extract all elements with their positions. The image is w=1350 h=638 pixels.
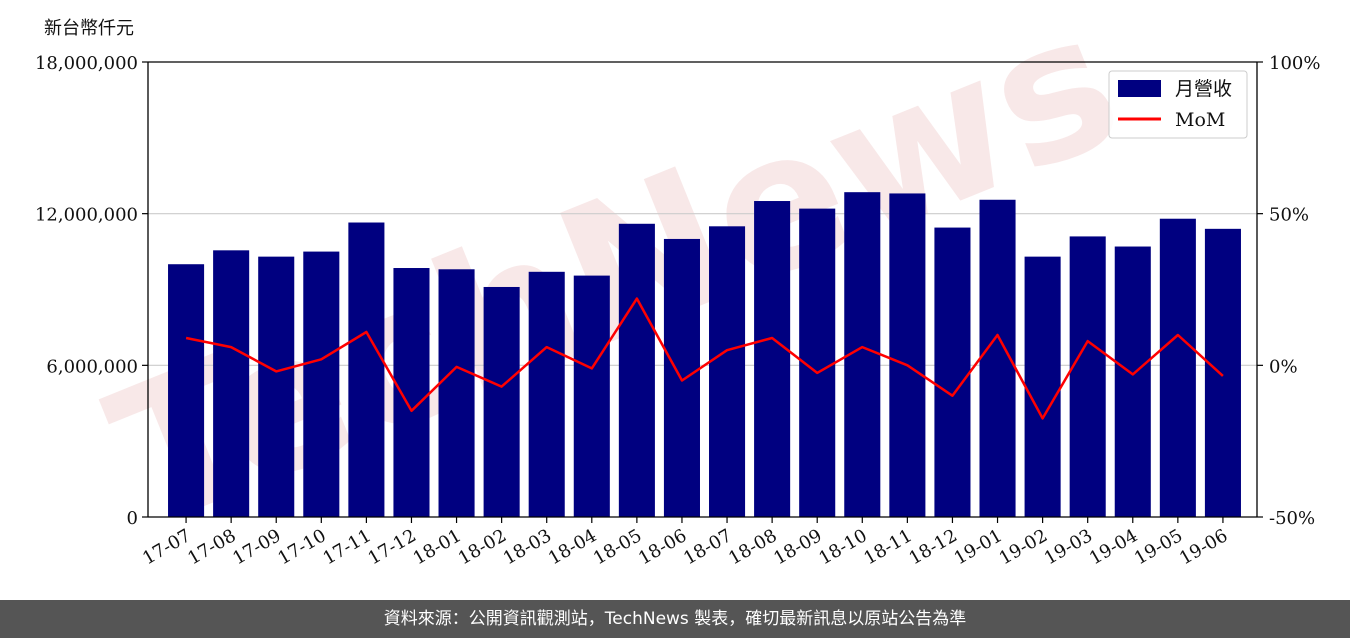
bar-18-03: [528, 271, 565, 517]
x-tick-label-18-12: 18-12: [906, 525, 961, 569]
x-tick-label-18-07: 18-07: [680, 525, 735, 569]
bar-18-07: [709, 226, 746, 518]
bar-18-12: [934, 227, 971, 517]
source-footer: 資料來源：公開資訊觀測站，TechNews 製表，確切最新訊息以原站公告為準: [0, 600, 1350, 638]
x-tick-label-18-06: 18-06: [635, 525, 690, 569]
bar-17-12: [393, 268, 430, 517]
bar-18-04: [573, 275, 610, 517]
legend-label-mom: MoM: [1175, 109, 1225, 131]
x-tick-label-17-11: 17-11: [319, 525, 374, 569]
x-tick-label-18-09: 18-09: [770, 525, 825, 569]
y-axis-unit-label: 新台幣仟元: [44, 18, 134, 39]
x-tick-label-18-08: 18-08: [725, 525, 780, 569]
left-tick-label: 18,000,000: [35, 53, 138, 74]
bar-18-11: [889, 193, 926, 517]
x-tick-label-17-10: 17-10: [274, 525, 329, 569]
x-tick-label-19-05: 19-05: [1131, 525, 1186, 569]
right-tick-label: 50%: [1269, 205, 1309, 226]
bar-18-02: [483, 286, 520, 517]
bar-17-10: [303, 251, 340, 518]
x-tick-label-19-06: 19-06: [1176, 525, 1231, 569]
bar-19-06: [1204, 228, 1241, 518]
left-tick-label: 6,000,000: [46, 356, 138, 377]
bar-19-05: [1159, 218, 1196, 517]
x-tick-label-19-03: 19-03: [1041, 525, 1096, 569]
left-tick-label: 12,000,000: [35, 205, 138, 226]
bar-18-08: [754, 201, 791, 517]
right-tick-label: 100%: [1269, 53, 1320, 74]
bar-19-04: [1114, 246, 1151, 517]
bar-17-09: [258, 256, 295, 517]
mom-line: [185, 297, 1224, 420]
bar-18-01: [438, 269, 475, 517]
left-tick-label: 0: [127, 508, 138, 529]
x-tick-label-18-05: 18-05: [590, 525, 645, 569]
bar-17-11: [348, 222, 385, 517]
x-tick-label-19-02: 19-02: [996, 525, 1051, 569]
right-tick-label: 0%: [1269, 356, 1298, 377]
x-tick-label-19-01: 19-01: [951, 525, 1006, 569]
x-tick-label-18-10: 18-10: [815, 525, 870, 569]
bar-19-02: [1024, 256, 1061, 517]
x-tick-label-18-03: 18-03: [500, 525, 555, 569]
x-tick-label-18-01: 18-01: [410, 525, 465, 569]
bar-17-07: [168, 264, 205, 517]
bar-18-05: [618, 223, 655, 517]
x-tick-label-19-04: 19-04: [1086, 525, 1141, 569]
bar-19-03: [1069, 236, 1106, 517]
x-tick-label-18-04: 18-04: [545, 525, 600, 569]
x-tick-label-17-12: 17-12: [365, 525, 420, 569]
legend-swatch-revenue: [1118, 80, 1161, 97]
legend-label-revenue: 月營收: [1175, 78, 1232, 100]
bar-17-08: [213, 250, 250, 517]
x-tick-label-18-11: 18-11: [860, 525, 915, 569]
right-tick-label: -50%: [1269, 508, 1315, 529]
chart-svg: TechNews 06,000,00012,000,00018,000,000-…: [35, 0, 1321, 570]
x-tick-label-18-02: 18-02: [455, 525, 510, 569]
